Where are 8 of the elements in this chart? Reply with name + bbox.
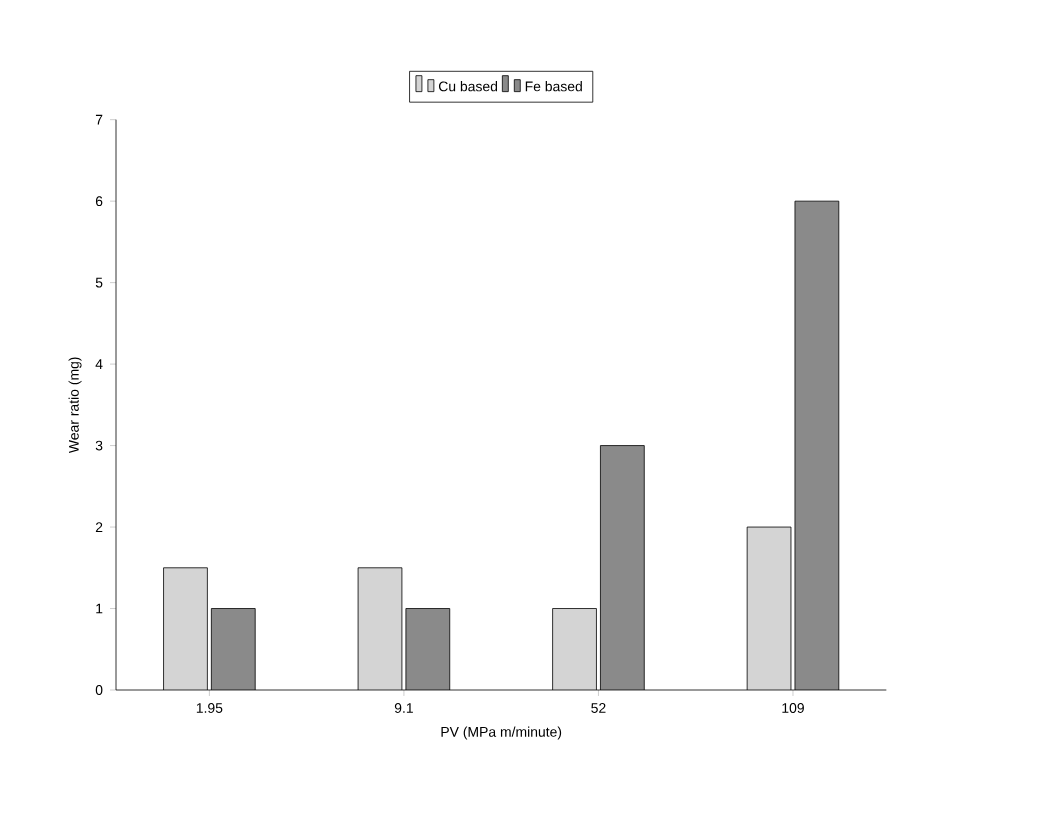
bar <box>358 567 402 690</box>
bar <box>405 608 450 690</box>
bar <box>163 567 208 690</box>
bar <box>600 445 645 690</box>
bar <box>211 608 256 690</box>
bar <box>746 526 792 690</box>
bar <box>794 200 840 690</box>
bar <box>552 608 597 690</box>
